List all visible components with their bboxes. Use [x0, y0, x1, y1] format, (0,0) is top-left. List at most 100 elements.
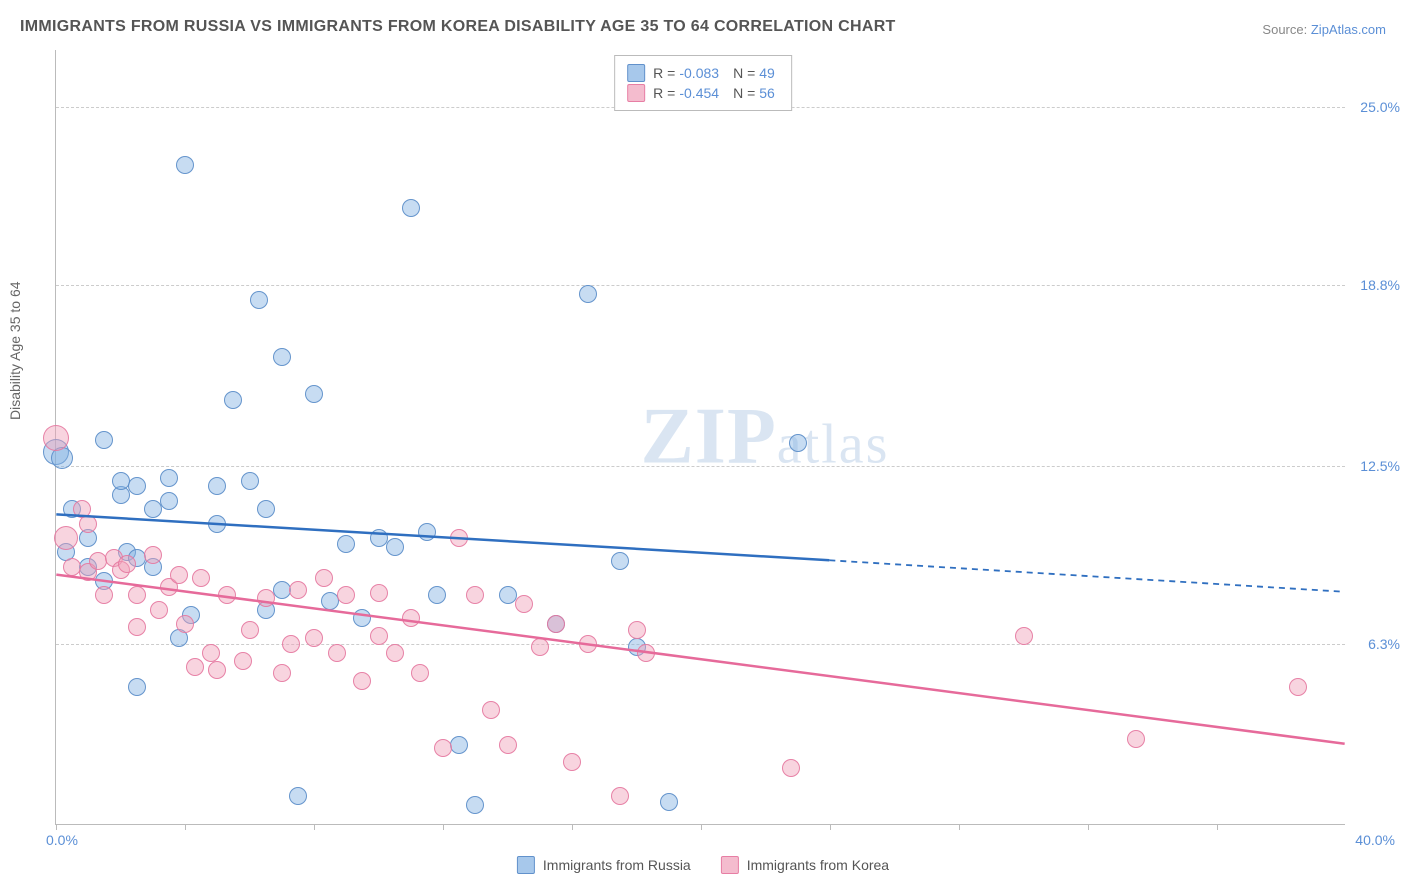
data-point — [241, 472, 259, 490]
data-point — [628, 621, 646, 639]
data-point — [208, 515, 226, 533]
data-point — [257, 500, 275, 518]
x-tick — [314, 824, 315, 830]
x-axis-max-label: 40.0% — [1355, 832, 1395, 848]
source-link[interactable]: ZipAtlas.com — [1311, 22, 1386, 37]
data-point — [337, 586, 355, 604]
data-point — [611, 787, 629, 805]
gridline — [56, 466, 1345, 467]
data-point — [370, 627, 388, 645]
data-point — [170, 566, 188, 584]
data-point — [579, 285, 597, 303]
legend-swatch — [517, 856, 535, 874]
data-point — [434, 739, 452, 757]
x-tick — [1217, 824, 1218, 830]
x-tick — [1088, 824, 1089, 830]
x-tick — [830, 824, 831, 830]
data-point — [289, 581, 307, 599]
x-tick — [56, 824, 57, 830]
data-point — [95, 431, 113, 449]
data-point — [637, 644, 655, 662]
data-point — [160, 492, 178, 510]
y-axis-title: Disability Age 35 to 64 — [7, 281, 23, 420]
data-point — [386, 538, 404, 556]
legend-r-label: R = — [653, 65, 675, 81]
data-point — [547, 615, 565, 633]
series-name: Immigrants from Korea — [747, 857, 889, 873]
data-point — [128, 586, 146, 604]
data-point — [208, 477, 226, 495]
data-point — [218, 586, 236, 604]
x-axis-min-label: 0.0% — [46, 832, 78, 848]
data-point — [353, 609, 371, 627]
x-tick — [701, 824, 702, 830]
data-point — [282, 635, 300, 653]
series-legend: Immigrants from Russia Immigrants from Ko… — [517, 856, 889, 874]
data-point — [95, 586, 113, 604]
data-point — [79, 515, 97, 533]
data-point — [328, 644, 346, 662]
data-point — [1289, 678, 1307, 696]
legend-swatch — [627, 64, 645, 82]
data-point — [160, 469, 178, 487]
data-point — [386, 644, 404, 662]
legend-swatch — [721, 856, 739, 874]
data-point — [250, 291, 268, 309]
data-point — [611, 552, 629, 570]
gridline — [56, 285, 1345, 286]
data-point — [1015, 627, 1033, 645]
data-point — [466, 796, 484, 814]
data-point — [128, 477, 146, 495]
data-point — [257, 589, 275, 607]
data-point — [563, 753, 581, 771]
legend-row: R =-0.083N =49 — [627, 64, 779, 82]
data-point — [224, 391, 242, 409]
data-point — [176, 615, 194, 633]
data-point — [186, 658, 204, 676]
gridline — [56, 644, 1345, 645]
data-point — [402, 609, 420, 627]
data-point — [370, 584, 388, 602]
data-point — [466, 586, 484, 604]
data-point — [411, 664, 429, 682]
data-point — [450, 736, 468, 754]
watermark-main: ZIP — [640, 393, 776, 481]
data-point — [402, 199, 420, 217]
data-point — [660, 793, 678, 811]
data-point — [515, 595, 533, 613]
data-point — [192, 569, 210, 587]
x-tick — [185, 824, 186, 830]
legend-item: Immigrants from Russia — [517, 856, 691, 874]
x-tick — [443, 824, 444, 830]
data-point — [128, 678, 146, 696]
plot-area: ZIPatlas 0.0% 40.0% 6.3%12.5%18.8%25.0% — [55, 50, 1345, 825]
y-tick-label: 18.8% — [1360, 277, 1400, 293]
data-point — [428, 586, 446, 604]
data-point — [43, 425, 69, 451]
x-tick — [959, 824, 960, 830]
source-attribution: Source: ZipAtlas.com — [1262, 22, 1386, 37]
data-point — [531, 638, 549, 656]
data-point — [150, 601, 168, 619]
data-point — [789, 434, 807, 452]
legend-n-label: N = — [733, 85, 755, 101]
data-point — [54, 526, 78, 550]
data-point — [273, 664, 291, 682]
data-point — [579, 635, 597, 653]
legend-row: R =-0.454N =56 — [627, 84, 779, 102]
data-point — [202, 644, 220, 662]
y-tick-label: 6.3% — [1368, 636, 1400, 652]
chart-title: IMMIGRANTS FROM RUSSIA VS IMMIGRANTS FRO… — [20, 18, 896, 36]
data-point — [241, 621, 259, 639]
data-point — [89, 552, 107, 570]
data-point — [450, 529, 468, 547]
legend-r-value: -0.083 — [679, 65, 719, 81]
data-point — [144, 546, 162, 564]
correlation-legend: R =-0.083N =49R =-0.454N =56 — [614, 55, 792, 111]
data-point — [418, 523, 436, 541]
y-tick-label: 25.0% — [1360, 99, 1400, 115]
legend-r-value: -0.454 — [679, 85, 719, 101]
data-point — [289, 787, 307, 805]
data-point — [1127, 730, 1145, 748]
data-point — [305, 629, 323, 647]
